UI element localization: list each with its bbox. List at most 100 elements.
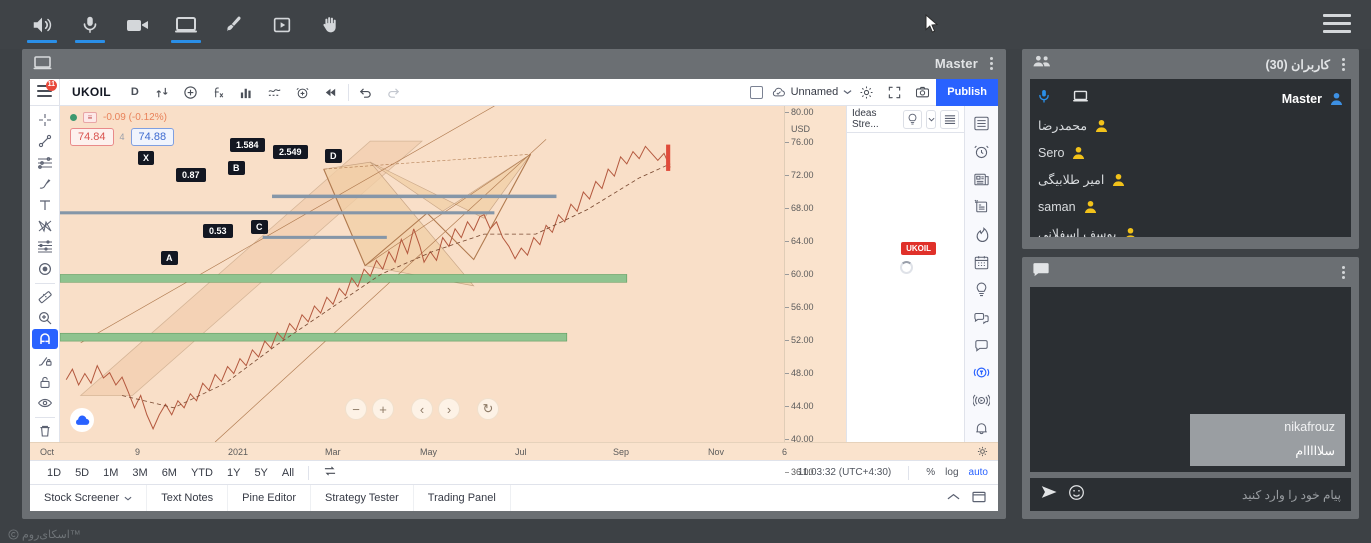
percent-scale-button[interactable]: % [926, 467, 936, 478]
notes-icon[interactable] [967, 331, 997, 359]
alert-add-icon[interactable] [289, 79, 317, 106]
snapshot-camera-icon[interactable] [908, 79, 936, 106]
scroll-right-button[interactable]: › [438, 398, 460, 420]
fullscreen-icon[interactable] [880, 79, 908, 106]
chevron-down-icon[interactable] [925, 109, 937, 129]
time-settings-icon[interactable] [977, 446, 988, 459]
publish-button[interactable]: Publish [936, 79, 998, 106]
shape-icon[interactable] [32, 259, 58, 279]
interval-button[interactable]: D [130, 86, 139, 98]
data-window-icon[interactable] [967, 193, 997, 221]
timeframe-5y[interactable]: 5Y [254, 466, 268, 479]
media-play-icon[interactable] [258, 3, 306, 47]
tab-trading-panel[interactable]: Trading Panel [414, 484, 511, 511]
layout-name-dropdown[interactable]: Unnamed [771, 86, 853, 99]
timezone-icon[interactable] [316, 463, 344, 482]
fx-icon[interactable] [205, 79, 233, 106]
ask-price[interactable]: 74.88 [130, 128, 175, 146]
zoom-in-button[interactable]: + [372, 398, 394, 420]
calendar-icon[interactable] [967, 248, 997, 276]
ideas-bulb-icon[interactable] [903, 109, 922, 129]
ideas-icon[interactable] [967, 276, 997, 304]
alerts-icon[interactable] [967, 138, 997, 166]
microphone-icon[interactable] [1038, 89, 1050, 109]
chat-panel-more-button[interactable] [1336, 265, 1350, 279]
replay-icon[interactable] [317, 79, 345, 106]
zoom-icon[interactable] [32, 308, 58, 328]
timeframe-3m[interactable]: 3M [132, 466, 148, 479]
text-icon[interactable] [32, 195, 58, 215]
notifications-icon[interactable] [967, 414, 997, 442]
bid-price[interactable]: 74.84 [70, 128, 114, 146]
send-icon[interactable] [1040, 485, 1058, 504]
timeframe-1m[interactable]: 1M [103, 466, 119, 479]
list-item[interactable]: Sero [1038, 139, 1343, 166]
broadcast-icon[interactable] [967, 359, 997, 387]
tab-strategy-tester[interactable]: Strategy Tester [311, 484, 414, 511]
drawing-lock-icon[interactable] [32, 350, 58, 370]
screen-share-icon[interactable] [1072, 90, 1089, 108]
tab-pine-editor[interactable]: Pine Editor [228, 484, 311, 511]
news-icon[interactable] [967, 165, 997, 193]
brush-icon[interactable] [210, 3, 258, 47]
trash-icon[interactable] [32, 421, 58, 441]
ruler-icon[interactable] [32, 287, 58, 307]
price-axis[interactable]: USD 80.00 76.00 72.00 68.00 64.00 60.00 … [784, 106, 846, 477]
timeframe-ytd[interactable]: YTD [190, 466, 213, 479]
lock-icon[interactable] [32, 371, 58, 391]
hotlist-icon[interactable] [967, 221, 997, 249]
reset-chart-button[interactable]: ↻ [477, 398, 499, 420]
timeframe-all[interactable]: All [281, 466, 295, 479]
save-cloud-icon[interactable] [70, 408, 94, 432]
timeframe-6m[interactable]: 6M [161, 466, 177, 479]
hide-drawings-icon[interactable] [32, 393, 58, 413]
layout-checkbox[interactable] [749, 85, 763, 99]
brush-icon[interactable] [32, 174, 58, 194]
tab-text-notes[interactable]: Text Notes [147, 484, 229, 511]
pattern-icon[interactable] [32, 216, 58, 236]
list-item[interactable]: یوسف اسفلانی [1038, 220, 1343, 237]
chat-input-field[interactable]: پیام خود را وارد کنید [1242, 487, 1341, 502]
log-scale-button[interactable]: log [945, 467, 959, 478]
symbol-label[interactable]: UKOIL [72, 85, 111, 99]
time-axis[interactable]: Oct 9 2021 Mar May Jul Sep Nov 6 [30, 442, 998, 460]
users-panel-more-button[interactable] [1336, 57, 1350, 71]
collapse-panel-icon[interactable] [947, 492, 960, 504]
tv-menu-button[interactable]: 11 [30, 79, 60, 106]
list-item[interactable]: امیر طلابیگی [1038, 166, 1343, 193]
gear-icon[interactable] [852, 79, 880, 106]
timeframe-1y[interactable]: 1Y [226, 466, 241, 479]
trend-line-icon[interactable] [32, 131, 58, 151]
emoji-icon[interactable] [1068, 484, 1085, 506]
horizontal-lines-icon[interactable] [32, 152, 58, 172]
currency-label[interactable]: USD [791, 124, 811, 134]
zoom-out-button[interactable]: − [345, 398, 367, 420]
chart-canvas[interactable]: D X A B C 0.87 0.53 1.584 2.549 ≡ -0.09 … [60, 106, 784, 442]
compare-icon[interactable] [149, 79, 177, 106]
undo-icon[interactable] [352, 79, 380, 106]
main-menu-button[interactable] [1323, 14, 1351, 34]
magnet-icon[interactable] [31, 329, 58, 350]
redo-icon[interactable] [380, 79, 408, 106]
list-item[interactable]: Master [1038, 85, 1343, 112]
shared-screen-more-button[interactable] [984, 56, 998, 70]
template-icon[interactable] [261, 79, 289, 106]
timeframe-1d[interactable]: 1D [47, 466, 62, 479]
ideas-list-icon[interactable] [940, 109, 959, 129]
watchlist-icon[interactable] [967, 110, 997, 138]
screen-share-icon[interactable] [162, 3, 210, 47]
auto-scale-button[interactable]: auto [968, 467, 988, 478]
microphone-icon[interactable] [66, 3, 114, 47]
chat-icon[interactable] [967, 304, 997, 332]
bar-style-icon[interactable] [233, 79, 261, 106]
indicators-add-icon[interactable] [177, 79, 205, 106]
list-item[interactable]: saman [1038, 193, 1343, 220]
users-list[interactable]: Master محمدرضا [1030, 79, 1351, 237]
maximize-panel-icon[interactable] [972, 491, 986, 506]
timeframe-5d[interactable]: 5D [75, 466, 90, 479]
chat-messages[interactable]: nikafrouz سلااااام [1030, 287, 1351, 472]
hand-raise-icon[interactable] [306, 3, 354, 47]
camera-icon[interactable] [114, 3, 162, 47]
speaker-icon[interactable] [18, 3, 66, 47]
stream-icon[interactable] [967, 387, 997, 415]
